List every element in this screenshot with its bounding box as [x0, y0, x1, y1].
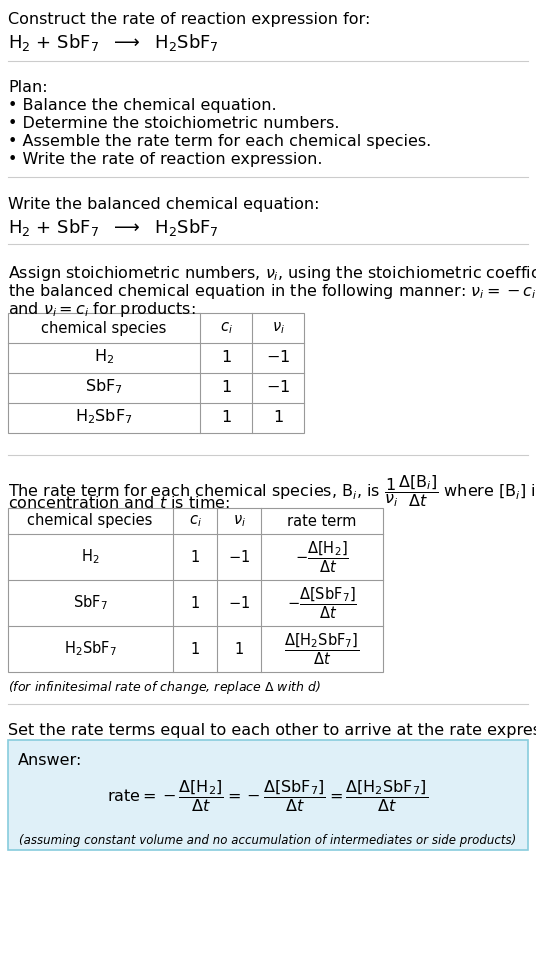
- Text: H$_2$: H$_2$: [81, 547, 99, 566]
- Text: rate term: rate term: [287, 513, 356, 528]
- Text: $c_i$: $c_i$: [220, 320, 233, 335]
- Text: concentration and $t$ is time:: concentration and $t$ is time:: [8, 495, 230, 511]
- Text: SbF$_7$: SbF$_7$: [72, 593, 107, 612]
- Text: the balanced chemical equation in the following manner: $\nu_i = -c_i$ for react: the balanced chemical equation in the fo…: [8, 282, 536, 301]
- Text: H$_2$SbF$_7$: H$_2$SbF$_7$: [64, 639, 116, 658]
- Text: $-1$: $-1$: [228, 548, 250, 564]
- Text: H$_2$SbF$_7$: H$_2$SbF$_7$: [75, 407, 133, 426]
- Text: H$_2$ + SbF$_7$  $\longrightarrow$  H$_2$SbF$_7$: H$_2$ + SbF$_7$ $\longrightarrow$ H$_2$S…: [8, 32, 219, 53]
- Text: $\nu_i$: $\nu_i$: [272, 320, 285, 335]
- Text: $-1$: $-1$: [266, 378, 290, 395]
- Text: 1: 1: [190, 595, 199, 610]
- Text: The rate term for each chemical species, B$_i$, is $\dfrac{1}{\nu_i}\dfrac{\Delt: The rate term for each chemical species,…: [8, 473, 536, 509]
- Bar: [8, 314, 304, 434]
- Text: • Balance the chemical equation.: • Balance the chemical equation.: [8, 98, 277, 112]
- Text: 1: 1: [221, 409, 231, 424]
- Text: (assuming constant volume and no accumulation of intermediates or side products): (assuming constant volume and no accumul…: [19, 833, 517, 846]
- Text: 1: 1: [234, 640, 244, 656]
- Text: 1: 1: [190, 549, 199, 564]
- Text: SbF$_7$: SbF$_7$: [85, 377, 123, 395]
- Text: H$_2$ + SbF$_7$  $\longrightarrow$  H$_2$SbF$_7$: H$_2$ + SbF$_7$ $\longrightarrow$ H$_2$S…: [8, 216, 219, 237]
- Text: Assign stoichiometric numbers, $\nu_i$, using the stoichiometric coefficients, $: Assign stoichiometric numbers, $\nu_i$, …: [8, 264, 536, 283]
- Text: $-1$: $-1$: [228, 595, 250, 610]
- Text: 1: 1: [273, 409, 283, 424]
- Text: Write the balanced chemical equation:: Write the balanced chemical equation:: [8, 196, 319, 212]
- Bar: [8, 509, 383, 672]
- Text: $\mathrm{rate} = -\dfrac{\Delta[\mathrm{H_2}]}{\Delta t} = -\dfrac{\Delta[\mathr: $\mathrm{rate} = -\dfrac{\Delta[\mathrm{…: [108, 778, 428, 813]
- Text: • Write the rate of reaction expression.: • Write the rate of reaction expression.: [8, 152, 323, 167]
- Text: H$_2$: H$_2$: [94, 347, 114, 366]
- Text: $-1$: $-1$: [266, 349, 290, 365]
- Bar: [8, 740, 528, 850]
- Text: 1: 1: [221, 349, 231, 364]
- Text: $c_i$: $c_i$: [189, 513, 202, 528]
- Text: • Determine the stoichiometric numbers.: • Determine the stoichiometric numbers.: [8, 116, 339, 131]
- Text: 1: 1: [190, 640, 199, 656]
- Text: $\dfrac{\Delta[\mathrm{H_2SbF_7}]}{\Delta t}$: $\dfrac{\Delta[\mathrm{H_2SbF_7}]}{\Delt…: [284, 631, 360, 666]
- Text: Construct the rate of reaction expression for:: Construct the rate of reaction expressio…: [8, 12, 370, 27]
- Text: Answer:: Answer:: [18, 752, 83, 767]
- Text: (for infinitesimal rate of change, replace $\Delta$ with $d$): (for infinitesimal rate of change, repla…: [8, 679, 321, 696]
- Text: 1: 1: [221, 379, 231, 395]
- Text: $-\dfrac{\Delta[\mathrm{H_2}]}{\Delta t}$: $-\dfrac{\Delta[\mathrm{H_2}]}{\Delta t}…: [295, 538, 349, 574]
- Text: Set the rate terms equal to each other to arrive at the rate expression:: Set the rate terms equal to each other t…: [8, 722, 536, 738]
- Text: $-\dfrac{\Delta[\mathrm{SbF_7}]}{\Delta t}$: $-\dfrac{\Delta[\mathrm{SbF_7}]}{\Delta …: [287, 584, 357, 620]
- Text: • Assemble the rate term for each chemical species.: • Assemble the rate term for each chemic…: [8, 133, 431, 149]
- Text: and $\nu_i = c_i$ for products:: and $\nu_i = c_i$ for products:: [8, 299, 196, 318]
- Text: Plan:: Plan:: [8, 80, 48, 95]
- Text: chemical species: chemical species: [41, 320, 167, 335]
- Text: $\nu_i$: $\nu_i$: [233, 513, 245, 528]
- Text: chemical species: chemical species: [27, 513, 153, 528]
